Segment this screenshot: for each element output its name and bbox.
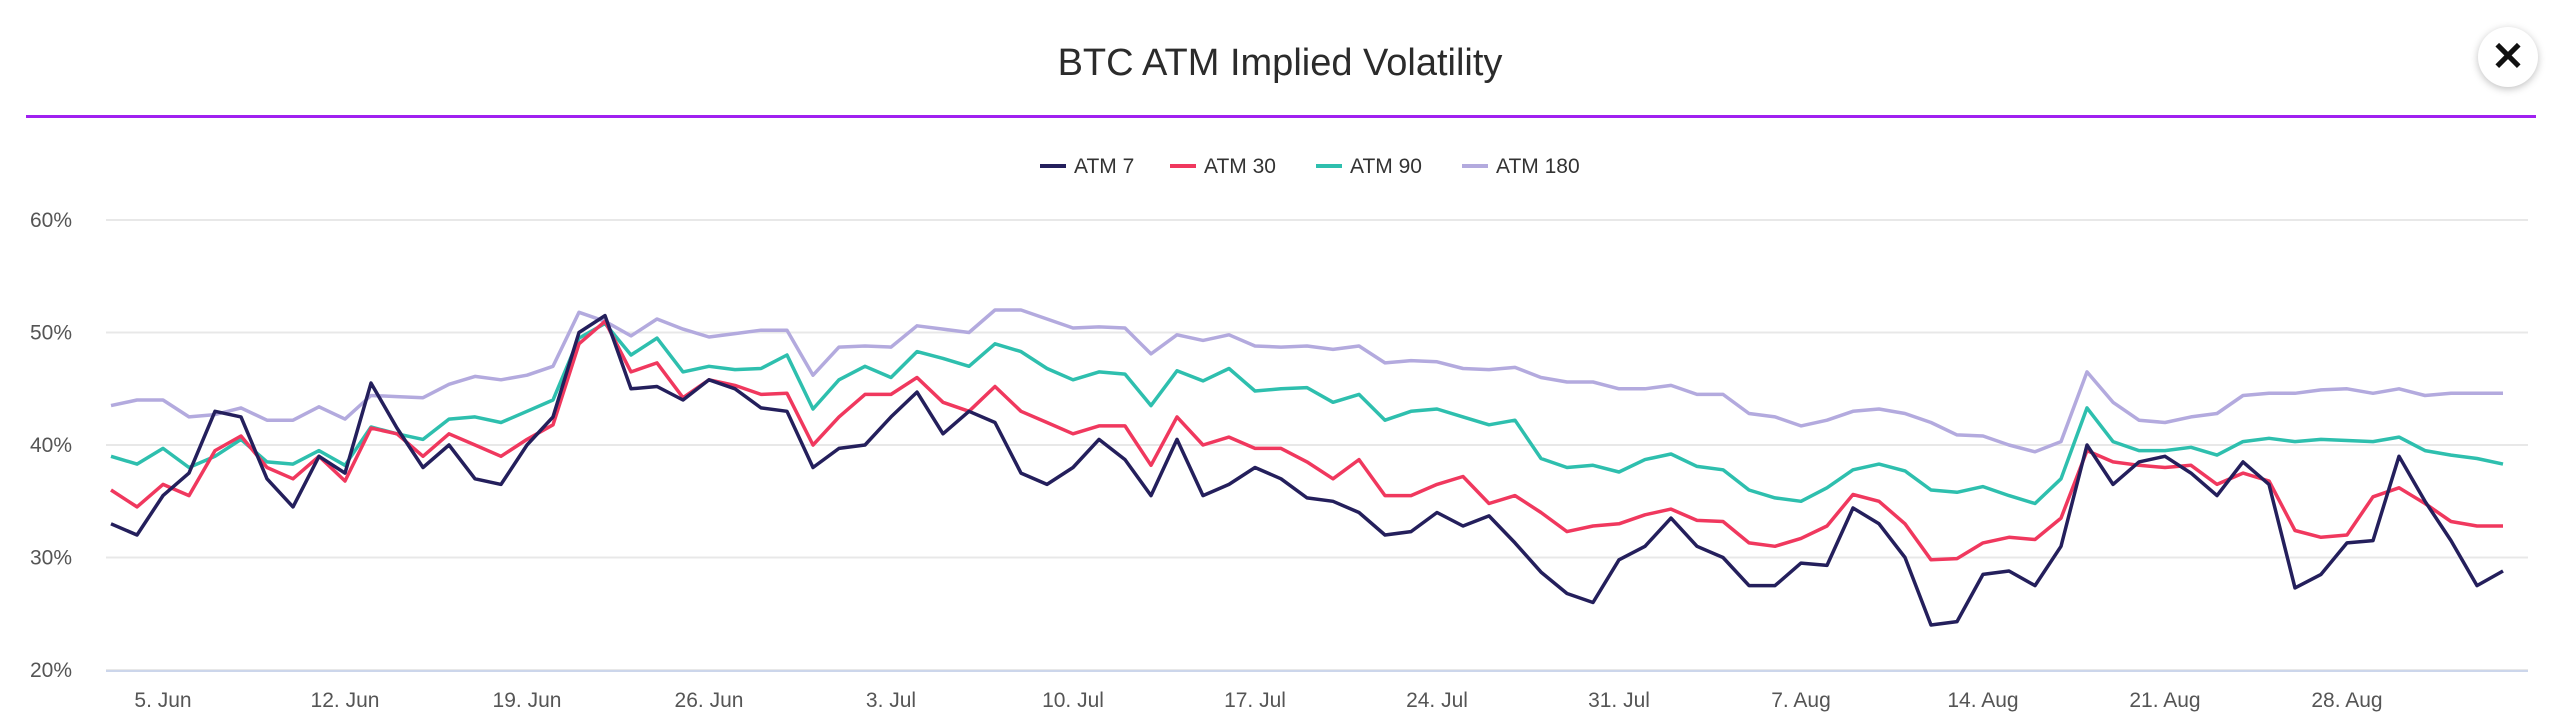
x-tick-label: 17. Jul — [1224, 689, 1286, 712]
x-tick-label: 3. Jul — [866, 689, 916, 712]
legend-label: ATM 30 — [1204, 155, 1276, 178]
legend-item-atm-7[interactable]: ATM 7 — [1040, 155, 1134, 178]
x-tick-label: 26. Jun — [675, 689, 744, 712]
chart-title: BTC ATM Implied Volatility — [1057, 42, 1503, 84]
series-line-atm-90 — [110, 321, 2504, 506]
x-tick-label: 12. Jun — [311, 689, 380, 712]
series-line-atm-7 — [110, 313, 2504, 627]
x-tick-label: 19. Jun — [493, 689, 562, 712]
y-tick-label: 30% — [30, 547, 72, 570]
x-tick-label: 5. Jun — [134, 689, 191, 712]
y-tick-label: 60% — [30, 209, 72, 232]
close-button[interactable]: ✕ — [2478, 27, 2538, 87]
x-tick-label: 10. Jul — [1042, 689, 1104, 712]
close-icon: ✕ — [2491, 35, 2525, 79]
x-tick-label: 14. Aug — [1947, 689, 2018, 712]
y-tick-label: 50% — [30, 322, 72, 345]
y-tick-label: 20% — [30, 659, 72, 682]
legend-item-atm-30[interactable]: ATM 30 — [1170, 155, 1276, 178]
legend-label: ATM 90 — [1350, 155, 1422, 178]
title-divider — [26, 115, 2536, 118]
y-tick-label: 40% — [30, 434, 72, 457]
legend-item-atm-90[interactable]: ATM 90 — [1316, 155, 1422, 178]
x-tick-label: 31. Jul — [1588, 689, 1650, 712]
x-tick-label: 7. Aug — [1771, 689, 1831, 712]
x-tick-label: 24. Jul — [1406, 689, 1468, 712]
legend-label: ATM 7 — [1074, 155, 1134, 178]
series-line-atm-30 — [110, 319, 2503, 562]
x-tick-label: 21. Aug — [2129, 689, 2200, 712]
x-tick-label: 28. Aug — [2311, 689, 2382, 712]
series-line-atm-180 — [110, 308, 2503, 454]
legend-item-atm-180[interactable]: ATM 180 — [1462, 155, 1580, 178]
legend-label: ATM 180 — [1496, 155, 1580, 178]
